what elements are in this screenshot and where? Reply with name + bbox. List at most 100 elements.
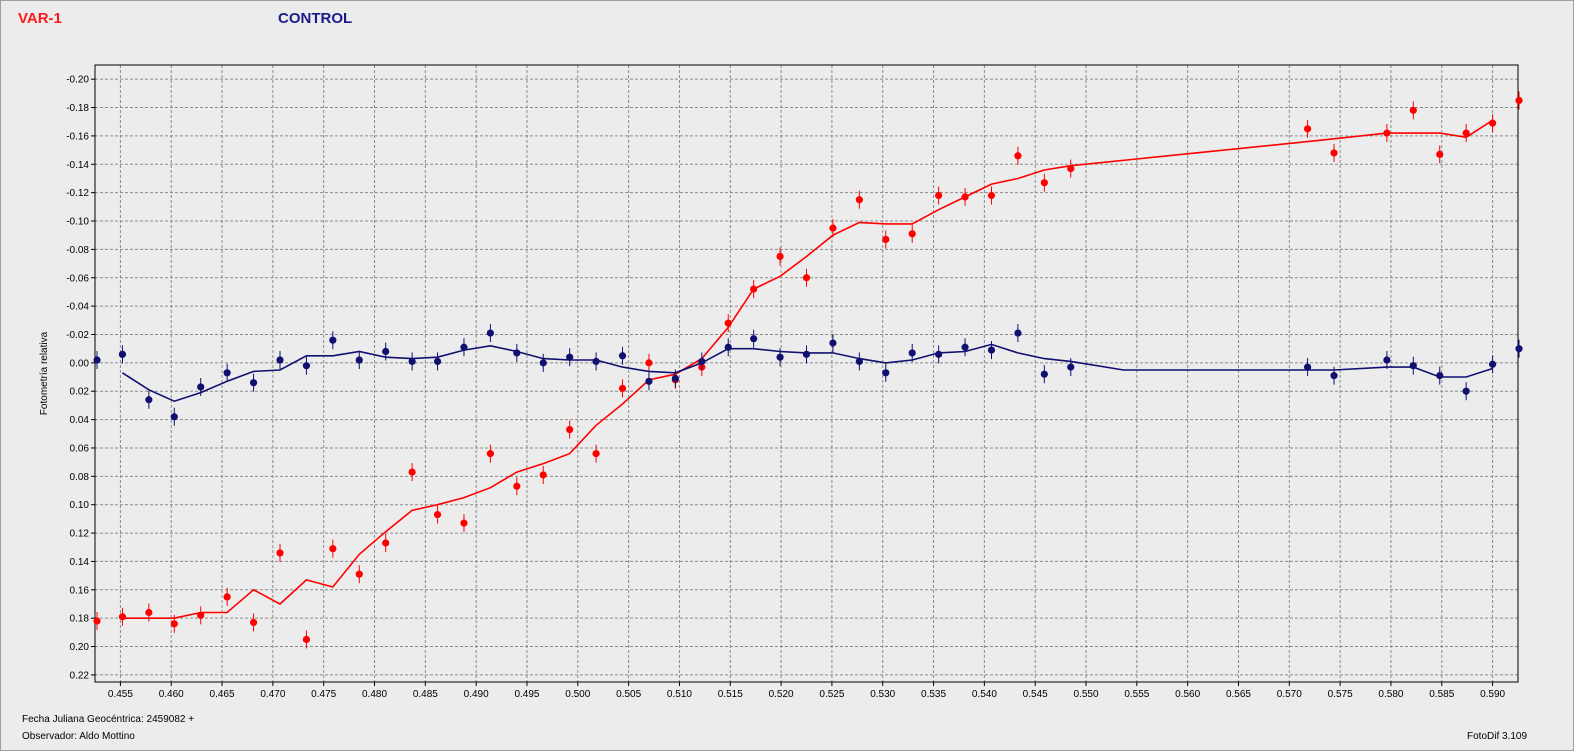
y-tick-label: -0.20 (66, 75, 89, 86)
var-data-point (566, 425, 574, 434)
control-data-point (987, 346, 996, 354)
var-data-point (855, 196, 863, 204)
x-tick-label: 0.485 (413, 689, 438, 700)
var-data-point (935, 191, 943, 200)
control-data-point (908, 349, 916, 357)
y-tick-label: -0.14 (66, 160, 89, 171)
y-tick-label: -0.08 (66, 245, 89, 256)
var-data-point (539, 471, 547, 479)
y-tick-label: 0.22 (70, 670, 90, 681)
var-data-point (118, 613, 127, 621)
var-data-point (249, 618, 258, 627)
var-data-point (882, 235, 890, 244)
var-data-point (645, 359, 653, 367)
var-data-point (1383, 129, 1391, 137)
x-tick-label: 0.570 (1277, 689, 1302, 700)
control-data-point (513, 349, 521, 357)
x-tick-label: 0.565 (1226, 689, 1251, 700)
x-tick-label: 0.555 (1124, 689, 1149, 700)
var-data-point (1330, 149, 1338, 157)
var-data-point (197, 611, 205, 619)
control-data-point (882, 369, 890, 377)
var-data-point (329, 545, 337, 553)
julian-date-label: Fecha Juliana Geocéntrica: 2459082 + (22, 714, 195, 725)
control-data-point (592, 357, 600, 366)
control-data-point (460, 343, 468, 351)
control-data-point (1436, 372, 1444, 380)
y-tick-label: 0.16 (70, 585, 90, 596)
control-data-point (1383, 356, 1391, 364)
control-data-point (618, 352, 627, 360)
x-tick-label: 0.530 (870, 689, 895, 700)
var-data-point (170, 620, 178, 628)
control-data-point (433, 357, 442, 366)
var-data-point (1436, 150, 1444, 158)
x-tick-label: 0.525 (819, 689, 844, 700)
var-data-point (1462, 129, 1470, 137)
var-data-point (1488, 119, 1497, 127)
control-data-point (1303, 363, 1312, 371)
y-tick-label: 0.18 (70, 614, 90, 625)
var-data-point (460, 519, 468, 527)
var-data-point (987, 191, 996, 200)
y-tick-label: 0.14 (70, 557, 90, 568)
control-data-point (197, 383, 205, 391)
var-data-point (618, 384, 627, 392)
control-data-point (118, 350, 127, 358)
y-tick-label: -0.02 (66, 330, 89, 341)
control-data-point (724, 343, 732, 351)
x-tick-label: 0.580 (1378, 689, 1403, 700)
control-data-point (566, 353, 574, 361)
y-tick-label: 0.06 (70, 443, 90, 454)
var-data-point (1040, 179, 1048, 187)
control-series-title: CONTROL (278, 10, 353, 27)
var-data-point (276, 549, 284, 557)
x-tick-label: 0.510 (667, 689, 692, 700)
var-trend-line (122, 119, 1494, 619)
var-data-point (93, 617, 101, 625)
var-data-point (724, 319, 732, 327)
x-tick-label: 0.455 (108, 689, 133, 700)
y-tick-label: -0.16 (66, 131, 89, 142)
var-data-point (829, 224, 837, 232)
control-data-point (1067, 363, 1075, 371)
control-data-point (855, 357, 863, 366)
y-tick-label: -0.18 (66, 103, 89, 114)
control-data-point (408, 357, 416, 366)
control-data-point (1462, 387, 1470, 395)
control-data-point (671, 374, 679, 383)
control-data-point (355, 356, 363, 364)
var-series-title: VAR-1 (18, 10, 62, 27)
control-data-point (302, 362, 311, 370)
control-data-point (645, 377, 653, 385)
x-tick-label: 0.575 (1328, 689, 1353, 700)
var-data-point (1303, 125, 1312, 133)
x-tick-label: 0.550 (1074, 689, 1099, 700)
control-data-point (1515, 345, 1523, 353)
y-tick-label: 0.02 (70, 387, 90, 398)
control-data-point (223, 369, 231, 377)
x-tick-label: 0.515 (718, 689, 743, 700)
y-tick-label: -0.06 (66, 273, 89, 284)
x-tick-label: 0.520 (769, 689, 794, 700)
var-data-point (802, 274, 811, 282)
control-data-point (93, 356, 101, 364)
plot-border (94, 64, 1519, 683)
control-data-point (698, 357, 706, 366)
var-data-point (223, 593, 231, 601)
y-tick-label: 0.08 (70, 472, 90, 483)
y-tick-label: 0.12 (70, 529, 90, 540)
control-data-point (1409, 362, 1417, 370)
x-tick-label: 0.475 (311, 689, 336, 700)
control-data-point (750, 335, 758, 343)
x-tick-label: 0.560 (1175, 689, 1200, 700)
x-tick-label: 0.490 (464, 689, 489, 700)
y-tick-label: 0.10 (70, 500, 90, 511)
control-data-point (1488, 360, 1497, 368)
x-tick-label: 0.460 (159, 689, 184, 700)
y-tick-label: 0.20 (70, 642, 90, 653)
y-tick-label: 0.00 (70, 358, 90, 369)
control-data-point (1040, 370, 1048, 378)
var-data-point (750, 285, 758, 293)
control-data-point (1330, 372, 1338, 380)
